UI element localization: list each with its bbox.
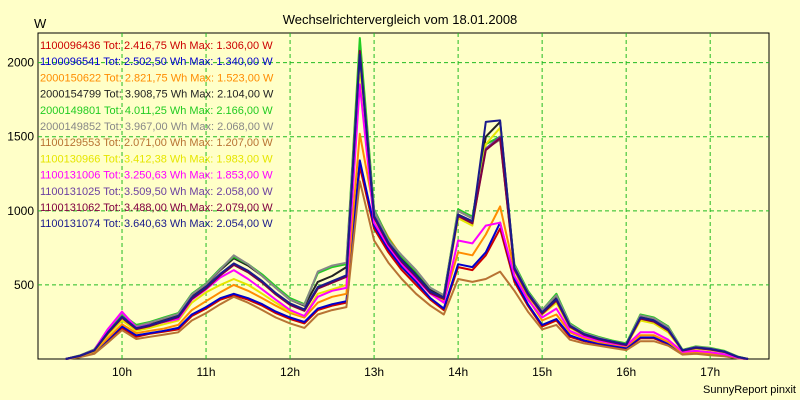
series-line-1100131074 [65,53,749,360]
x-tick-label: 10h [112,365,132,379]
legend-entry-2000150622: 2000150622 Tot: 2.821,75 Wh Max: 1.523,0… [40,72,274,84]
legend-entry-2000149852: 2000149852 Tot: 3.967,00 Wh Max: 2.068,0… [40,121,274,133]
chart-title: Wechselrichtervergleich vom 18.01.2008 [283,12,518,27]
legend-entry-1100131074: 1100131074 Tot: 3.640,63 Wh Max: 2.054,0… [40,218,273,230]
legend-entry-1100131006: 1100131006 Tot: 3.250,63 Wh Max: 1.853,0… [40,170,273,182]
series-layer [65,37,749,360]
y-axis-label: W [34,16,47,31]
legend-entry-2000149801: 2000149801 Tot: 4.011,25 Wh Max: 2.166,0… [40,105,273,117]
legend-entry-1100131025: 1100131025 Tot: 3.509,50 Wh Max: 2.058,0… [40,186,273,198]
x-tick-label: 16h [616,365,636,379]
legend-entry-1100096541: 1100096541 Tot: 2.502,50 Wh Max: 1.340,0… [40,56,273,68]
legend-entry-1100131062: 1100131062 Tot: 3.488,00 Wh Max: 2.079,0… [40,202,273,214]
legend: 1100096436 Tot: 2.416,75 Wh Max: 1.306,0… [40,40,274,230]
x-tick-label: 13h [364,365,384,379]
footer-credit: SunnyReport pinxit [703,384,796,396]
plot-area [37,32,770,360]
legend-entry-1100129553: 1100129553 Tot: 2.071,00 Wh Max: 1.207,0… [40,137,273,149]
y-tick-label: 500 [14,278,34,292]
legend-entry-1100096436: 1100096436 Tot: 2.416,75 Wh Max: 1.306,0… [40,40,273,52]
x-tick-label: 15h [532,365,552,379]
x-tick-label: 17h [700,365,720,379]
y-tick-label: 1500 [7,130,34,144]
legend-entry-2000154799: 2000154799 Tot: 3.908,75 Wh Max: 2.104,0… [40,89,274,101]
y-tick-label: 1000 [7,204,34,218]
series-line-1100096541 [65,159,749,360]
legend-entry-1100130966: 1100130966 Tot: 3.412,38 Wh Max: 1.983,0… [40,153,273,165]
y-tick-label: 2000 [7,56,34,70]
series-line-1100129553 [65,180,749,360]
axis-layer: 500 1000 1500 2000 10h 11h 12h 13h 14h 15h 16h 17h [7,56,720,379]
grid-layer [38,33,769,359]
x-tick-label: 11h [196,365,215,379]
x-tick-label: 14h [448,365,468,379]
x-tick-label: 12h [280,365,300,379]
